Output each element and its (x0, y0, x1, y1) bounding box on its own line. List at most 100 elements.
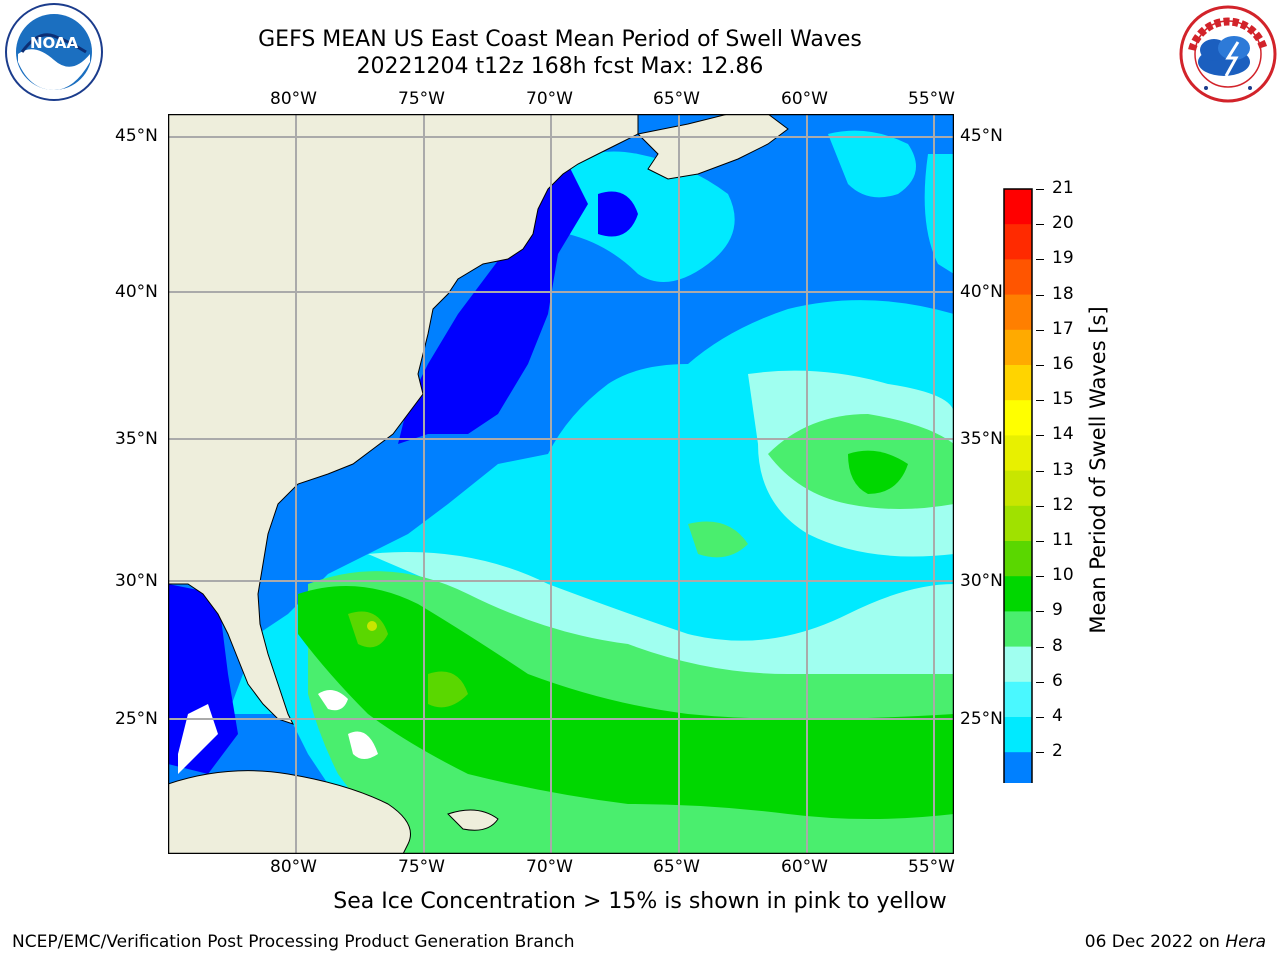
colorbar-segment (1004, 752, 1032, 788)
swell-period-map (167, 113, 955, 855)
colorbar-title: Mean Period of Swell Waves [s] (1086, 306, 1110, 634)
colorbar-tick (1036, 681, 1044, 683)
lat-label-left: 35°N (115, 429, 158, 449)
colorbar-tick-label: 16 (1052, 354, 1074, 374)
colorbar-segment (1004, 294, 1032, 331)
colorbar-segment (1004, 365, 1032, 401)
colorbar-segment (1004, 541, 1032, 577)
lon-label-bottom: 65°W (653, 857, 700, 877)
period-zone-4-6s (548, 151, 735, 282)
colorbar-tick (1036, 259, 1044, 261)
colorbar-segment (1004, 505, 1032, 542)
land-nova-scotia (636, 114, 789, 180)
lat-label-left: 25°N (115, 709, 158, 729)
colorbar-tick (1036, 294, 1044, 296)
colorbar-tick (1036, 576, 1044, 578)
colorbar-tick (1036, 329, 1044, 331)
lat-label-left: 45°N (115, 126, 158, 146)
lon-label-bottom: 55°W (908, 857, 955, 877)
colorbar-tick (1036, 470, 1044, 472)
lon-label-bottom: 60°W (781, 857, 828, 877)
colorbar-tick (1036, 435, 1044, 437)
lon-label-bottom: 70°W (526, 857, 573, 877)
colorbar-tick-label: 21 (1052, 178, 1074, 198)
colorbar-tick-label: 14 (1052, 424, 1074, 445)
land-north-america (168, 114, 639, 725)
colorbar-tick (1036, 400, 1044, 402)
land-hispaniola (447, 809, 499, 831)
colorbar-tick-label: 11 (1052, 530, 1074, 550)
lat-label-left: 40°N (115, 282, 158, 302)
colorbar-segment (1004, 646, 1032, 683)
colorbar-tick-label: 18 (1052, 283, 1074, 304)
colorbar-segment (1004, 224, 1032, 260)
period-zone-11-12s (348, 611, 388, 648)
footer-host: Hera (1225, 932, 1266, 952)
colorbar-tick-label: 15 (1052, 389, 1074, 410)
colorbar-tick-label: 12 (1052, 494, 1074, 515)
land-bahamas (348, 731, 378, 759)
lat-label-right: 25°N (960, 709, 1003, 729)
colorbar-tick (1036, 224, 1044, 226)
colorbar-tick-label: 2 (1052, 741, 1063, 762)
colorbar-tick-label: 10 (1052, 565, 1074, 586)
colorbar-segment (1004, 435, 1032, 472)
colorbar-tick (1036, 717, 1044, 718)
nws-logo (1178, 4, 1278, 104)
colorbar-segment (1004, 681, 1032, 718)
colorbar-tick-label: 20 (1052, 213, 1074, 234)
colorbar-tick (1036, 646, 1044, 648)
colorbar-segment (1004, 329, 1032, 366)
map-subtitle: 20221204 t12z 168h fcst Max: 12.86 (356, 54, 764, 79)
lon-label-top: 55°W (908, 89, 955, 109)
land-gulf-white (178, 704, 218, 774)
period-zone-10-11s (298, 586, 954, 819)
colorbar-segment (1004, 400, 1032, 436)
period-zone-10-11s (848, 450, 908, 494)
land-bahamas (318, 690, 348, 711)
lat-label-right: 45°N (960, 126, 1003, 146)
lon-label-bottom: 75°W (398, 857, 445, 877)
colorbar-tick (1036, 541, 1044, 542)
lat-label-left: 30°N (115, 571, 158, 591)
colorbar-segment (1004, 611, 1032, 648)
colorbar-tick-label: 9 (1052, 600, 1063, 621)
period-zone-9-10s (688, 521, 748, 558)
colorbar-tick (1036, 611, 1044, 613)
period-zone-11-12s (428, 671, 468, 708)
lon-label-top: 60°W (781, 89, 828, 109)
svg-text:NOAA: NOAA (30, 34, 79, 52)
colorbar-tick-label: 17 (1052, 318, 1074, 339)
colorbar-tick (1036, 189, 1044, 190)
colorbar-tick-label: 19 (1052, 248, 1074, 269)
footer-date: 06 Dec 2022 on Hera (1084, 932, 1266, 952)
colorbar-tick (1036, 365, 1044, 366)
lat-label-right: 35°N (960, 429, 1003, 449)
map-title: GEFS MEAN US East Coast Mean Period of S… (258, 27, 862, 52)
colorbar-segment (1004, 576, 1032, 612)
period-zone-below-2s (398, 164, 588, 444)
footer-credit: NCEP/EMC/Verification Post Processing Pr… (12, 932, 575, 952)
colorbar-segment (1004, 189, 1032, 225)
lat-label-right: 40°N (960, 282, 1003, 302)
lon-label-top: 80°W (270, 89, 317, 109)
colorbar-tick (1036, 752, 1044, 754)
colorbar-tick-label: 8 (1052, 635, 1063, 656)
lon-label-top: 65°W (653, 89, 700, 109)
lon-label-top: 75°W (398, 89, 445, 109)
noaa-logo: NOAA (4, 2, 104, 102)
lon-label-top: 70°W (526, 89, 573, 109)
colorbar-segment (1004, 470, 1032, 507)
colorbar (1002, 188, 1036, 818)
lat-label-right: 30°N (960, 571, 1003, 591)
colorbar-tick-label: 4 (1052, 706, 1063, 726)
colorbar-tick-label: 13 (1052, 459, 1074, 480)
colorbar-tick (1036, 505, 1044, 507)
land-cuba (168, 770, 411, 854)
sea-ice-note: Sea Ice Concentration > 15% is shown in … (333, 889, 947, 914)
lon-label-bottom: 80°W (270, 857, 317, 877)
period-zone-4-6s (828, 130, 916, 198)
colorbar-segment (1004, 259, 1032, 296)
colorbar-segment (1004, 717, 1032, 753)
colorbar-tick-label: 6 (1052, 670, 1063, 691)
